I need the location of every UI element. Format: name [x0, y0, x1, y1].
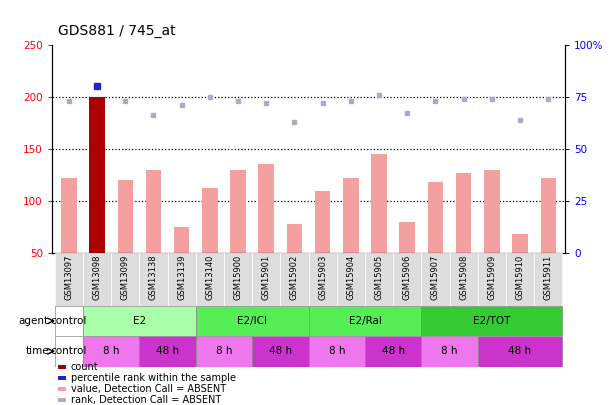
Bar: [83, 253, 111, 306]
Text: percentile rank within the sample: percentile rank within the sample: [71, 373, 236, 383]
Text: control: control: [51, 346, 87, 356]
Bar: [196, 306, 309, 336]
Text: 8 h: 8 h: [441, 346, 458, 356]
Bar: [393, 253, 422, 306]
Bar: [111, 253, 139, 306]
Bar: [541, 178, 556, 253]
Bar: [422, 336, 478, 367]
Bar: [196, 253, 224, 306]
Bar: [422, 253, 450, 306]
Bar: [145, 170, 161, 253]
Bar: [61, 178, 76, 253]
Bar: [365, 253, 393, 306]
Text: GSM15906: GSM15906: [403, 255, 412, 300]
Bar: [55, 306, 83, 336]
Text: 8 h: 8 h: [103, 346, 119, 356]
Text: GSM15901: GSM15901: [262, 255, 271, 300]
Bar: [309, 253, 337, 306]
Text: 48 h: 48 h: [269, 346, 292, 356]
Bar: [478, 336, 562, 367]
Text: GSM15904: GSM15904: [346, 255, 356, 300]
Bar: [196, 336, 252, 367]
Text: GSM13097: GSM13097: [64, 255, 73, 300]
Bar: [252, 253, 280, 306]
Text: GSM15909: GSM15909: [488, 255, 496, 300]
Text: 48 h: 48 h: [156, 346, 179, 356]
Bar: [287, 224, 302, 253]
Text: agent: agent: [19, 316, 49, 326]
Bar: [224, 253, 252, 306]
Bar: [55, 336, 83, 367]
Text: GSM13140: GSM13140: [205, 255, 214, 300]
Text: GSM15911: GSM15911: [544, 255, 553, 300]
Bar: [252, 336, 309, 367]
Bar: [534, 253, 562, 306]
Bar: [343, 178, 359, 253]
Text: E2/ICI: E2/ICI: [237, 316, 267, 326]
Bar: [55, 253, 83, 306]
Text: 48 h: 48 h: [508, 346, 532, 356]
Text: E2/TOT: E2/TOT: [473, 316, 511, 326]
Text: GSM13139: GSM13139: [177, 255, 186, 300]
Bar: [315, 191, 331, 253]
Bar: [202, 188, 218, 253]
Bar: [422, 306, 562, 336]
Text: rank, Detection Call = ABSENT: rank, Detection Call = ABSENT: [71, 395, 221, 405]
Text: GSM15903: GSM15903: [318, 255, 327, 300]
Bar: [337, 253, 365, 306]
Bar: [89, 97, 105, 253]
Bar: [428, 182, 443, 253]
Bar: [280, 253, 309, 306]
Text: value, Detection Call = ABSENT: value, Detection Call = ABSENT: [71, 384, 226, 394]
Bar: [258, 164, 274, 253]
Bar: [478, 253, 506, 306]
Text: 48 h: 48 h: [382, 346, 404, 356]
Bar: [83, 336, 139, 367]
Text: 8 h: 8 h: [329, 346, 345, 356]
Bar: [174, 227, 189, 253]
Bar: [139, 253, 167, 306]
Text: GSM15905: GSM15905: [375, 255, 384, 300]
Bar: [167, 253, 196, 306]
Text: GDS881 / 745_at: GDS881 / 745_at: [58, 24, 176, 38]
Bar: [456, 173, 472, 253]
Bar: [371, 154, 387, 253]
Text: GSM13138: GSM13138: [149, 255, 158, 301]
Bar: [450, 253, 478, 306]
Bar: [230, 170, 246, 253]
Bar: [83, 306, 196, 336]
Bar: [309, 336, 365, 367]
Bar: [512, 234, 528, 253]
Text: GSM13099: GSM13099: [121, 255, 130, 300]
Text: GSM15910: GSM15910: [516, 255, 525, 300]
Text: GSM13098: GSM13098: [92, 255, 101, 300]
Bar: [484, 170, 500, 253]
Text: E2: E2: [133, 316, 146, 326]
Text: GSM15902: GSM15902: [290, 255, 299, 300]
Text: 8 h: 8 h: [216, 346, 232, 356]
Bar: [400, 222, 415, 253]
Bar: [506, 253, 534, 306]
Bar: [365, 336, 422, 367]
Bar: [117, 180, 133, 253]
Text: E2/Ral: E2/Ral: [348, 316, 381, 326]
Text: GSM15908: GSM15908: [459, 255, 468, 300]
Text: time: time: [25, 346, 49, 356]
Text: GSM15907: GSM15907: [431, 255, 440, 300]
Text: count: count: [71, 362, 98, 372]
Bar: [309, 306, 422, 336]
Text: GSM15900: GSM15900: [233, 255, 243, 300]
Text: control: control: [51, 316, 87, 326]
Bar: [139, 336, 196, 367]
